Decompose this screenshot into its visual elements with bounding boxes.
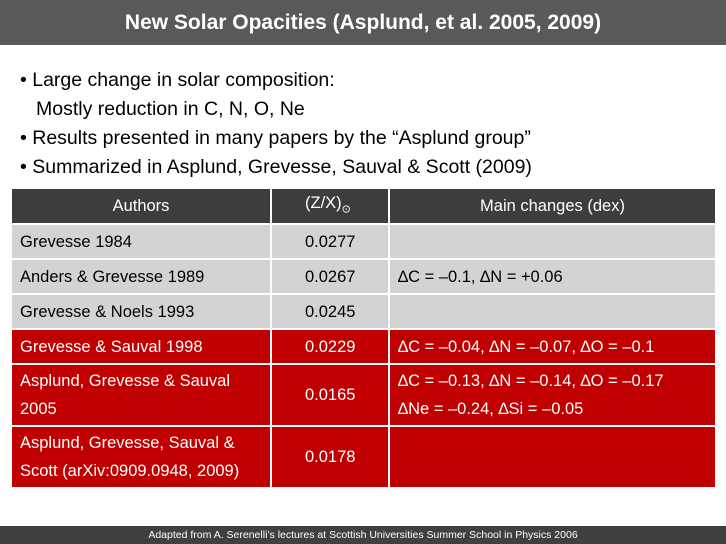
author-cell: Asplund, Grevesse & Sauval 2005 — [10, 363, 272, 428]
header-subscript: ⊙ — [341, 203, 351, 216]
column-header: (Z/X)⊙ — [270, 186, 390, 226]
column-header: Authors — [10, 186, 272, 226]
changes-cell: ∆C = –0.1, ∆N = +0.06 — [388, 258, 717, 296]
table-row: Grevesse 1984 0.0277 — [10, 223, 717, 261]
title: New Solar Opacities (Asplund, et al. 200… — [124, 11, 602, 34]
changes-cell — [388, 223, 717, 261]
author-cell: Grevesse & Noels 1993 — [10, 293, 272, 331]
footer: Adapted from A. Serenelli’s lectures at … — [0, 526, 726, 544]
changes-cell-line: ∆Ne = –0.24, ∆Si = –0.05 — [398, 400, 584, 419]
changes-cell-line: ∆C = –0.1, ∆N = +0.06 — [398, 267, 563, 286]
bullet-list: • Large change in solar composition: Most… — [20, 66, 532, 182]
author-cell: Grevesse & Sauval 1998 — [10, 328, 272, 366]
author-cell-line: Asplund, Grevesse, Sauval & — [20, 434, 235, 453]
ratio-value: 0.0245 — [305, 302, 356, 321]
ratio-value: 0.0229 — [305, 337, 356, 356]
ratio-value: 0.0277 — [305, 232, 356, 251]
table-row: Anders & Grevesse 1989 0.0267 ∆C = –0.1, ∆… — [10, 258, 717, 296]
table-row: Grevesse & Noels 1993 0.0245 — [10, 293, 717, 331]
bullet-line: • Results presented in many papers by th… — [20, 127, 531, 149]
ratio-value: 0.0178 — [305, 448, 356, 467]
ratio-value: 0.0267 — [305, 267, 356, 286]
author-cell-line: Scott (arXiv:0909.0948, 2009) — [20, 462, 240, 481]
changes-cell — [388, 293, 717, 331]
bullet-line: • Summarized in Asplund, Grevesse, Sauva… — [20, 156, 532, 178]
changes-cell-line: ∆C = –0.13, ∆N = –0.14, ∆O = –0.17 — [398, 372, 664, 391]
ratio-cell: 0.0165 — [270, 363, 390, 428]
author-cell-line: Grevesse 1984 — [20, 232, 132, 251]
header-row: Authors (Z/X)⊙ Main changes (dex) — [10, 186, 717, 226]
column-header: Main changes (dex) — [388, 186, 717, 226]
ratio-cell: 0.0267 — [270, 258, 390, 296]
author-cell-line: Asplund, Grevesse & Sauval — [20, 372, 231, 391]
footer-text: Adapted from A. Serenelli’s lectures at … — [148, 529, 578, 541]
bullet-line: Mostly reduction in C, N, O, Ne — [36, 98, 305, 120]
changes-cell: ∆C = –0.13, ∆N = –0.14, ∆O = –0.17 ∆Ne = … — [388, 363, 717, 428]
author-cell-line: 2005 — [20, 400, 57, 419]
bullet-line: • Large change in solar composition: — [20, 69, 335, 91]
table-row: Asplund, Grevesse & Sauval 2005 0.0165 ∆C =… — [10, 363, 717, 428]
ratio-cell: 0.0229 — [270, 328, 390, 366]
author-cell-line: Grevesse & Sauval 1998 — [20, 337, 203, 356]
author-cell-line: Grevesse & Noels 1993 — [20, 302, 195, 321]
table: Authors (Z/X)⊙ Main changes (dex) Greves… — [10, 186, 717, 490]
changes-cell-line: ∆C = –0.04, ∆N = –0.07, ∆O = –0.1 — [398, 337, 655, 356]
author-cell: Asplund, Grevesse, Sauval & Scott (arXiv:… — [10, 425, 272, 490]
ratio-cell: 0.0277 — [270, 223, 390, 261]
header-text: (Z/X) — [305, 194, 342, 212]
author-cell-line: Anders & Grevesse 1989 — [20, 267, 205, 286]
ratio-cell: 0.0245 — [270, 293, 390, 331]
author-cell: Anders & Grevesse 1989 — [10, 258, 272, 296]
ratio-cell: 0.0178 — [270, 425, 390, 490]
ratio-value: 0.0165 — [305, 386, 356, 405]
changes-cell — [388, 425, 717, 490]
changes-cell: ∆C = –0.04, ∆N = –0.07, ∆O = –0.1 — [388, 328, 717, 366]
author-cell: Grevesse 1984 — [10, 223, 272, 261]
title-bar: New Solar Opacities (Asplund, et al. 200… — [0, 0, 726, 45]
table-row: Asplund, Grevesse, Sauval & Scott (arXiv:… — [10, 425, 717, 490]
table-row: Grevesse & Sauval 1998 0.0229 ∆C = –0.04, … — [10, 328, 717, 366]
